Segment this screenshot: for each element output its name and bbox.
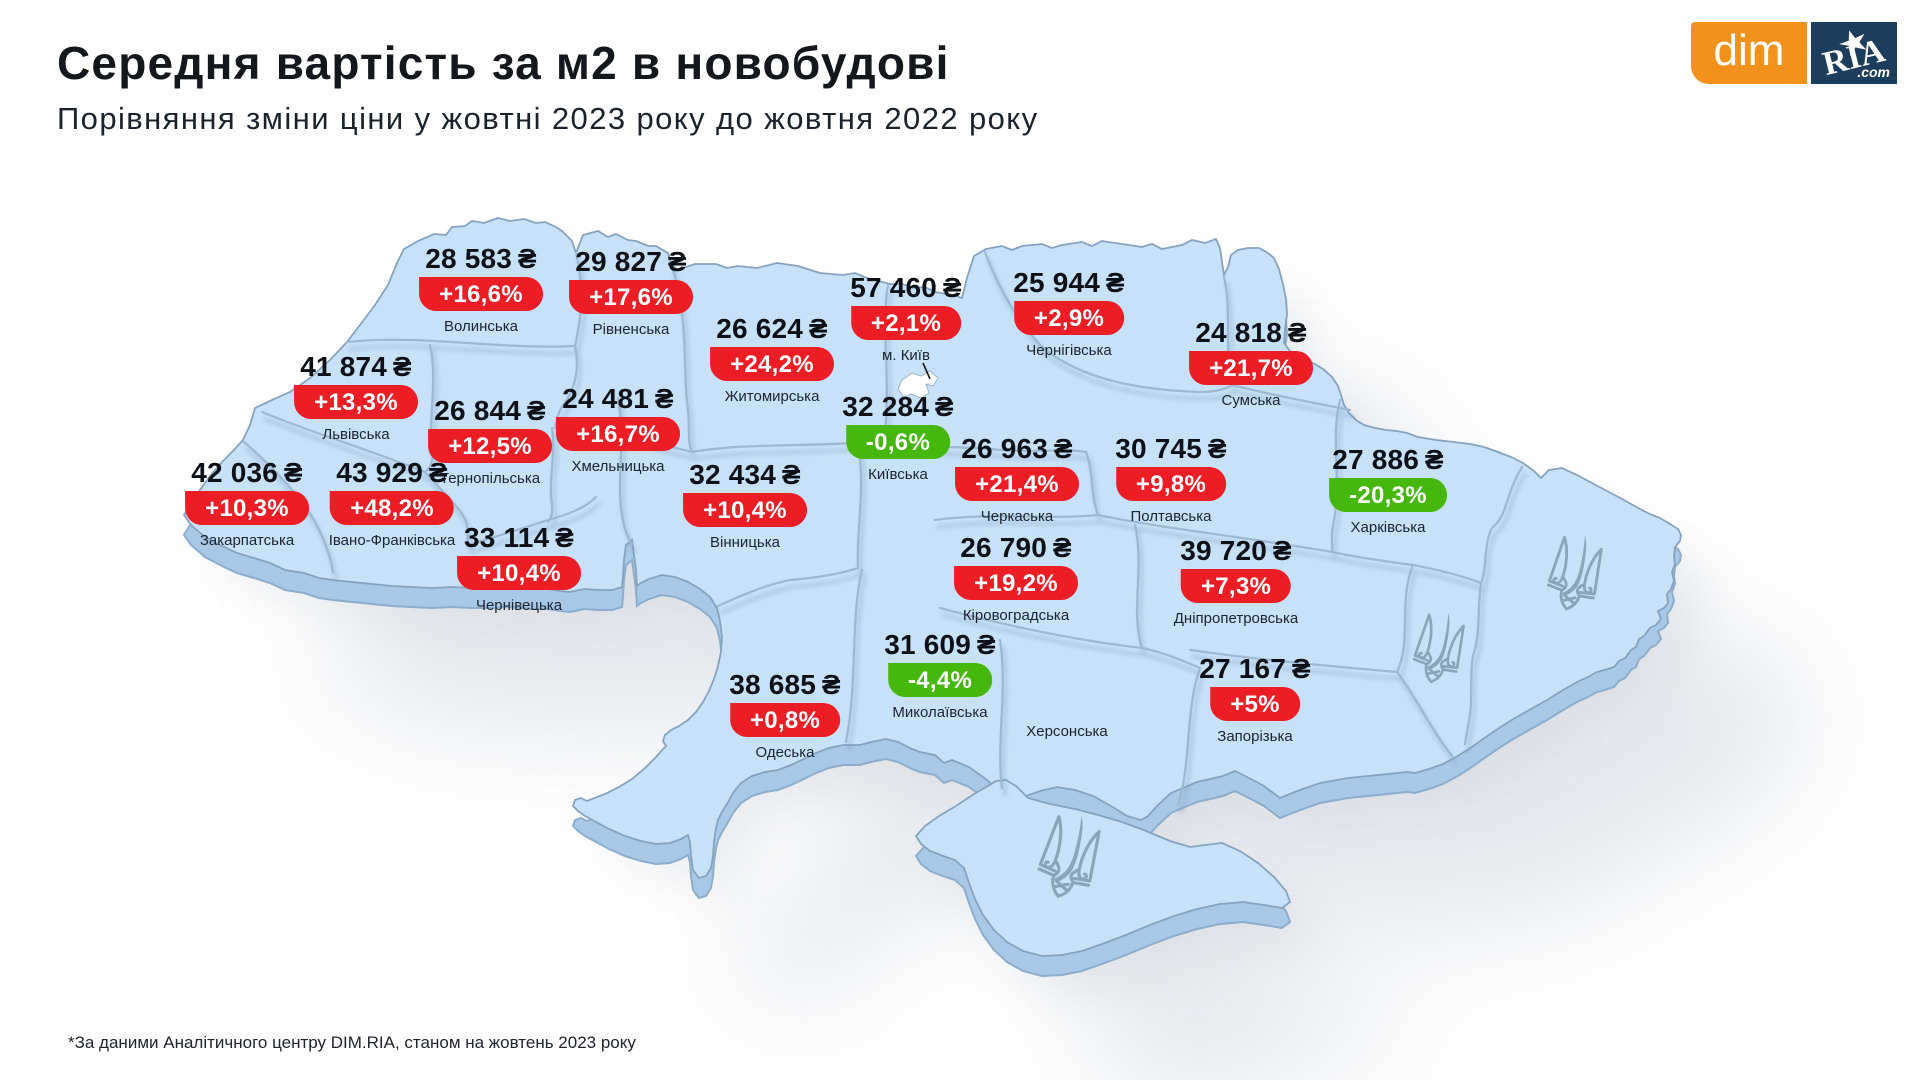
svg-text:.com: .com xyxy=(1857,64,1890,80)
